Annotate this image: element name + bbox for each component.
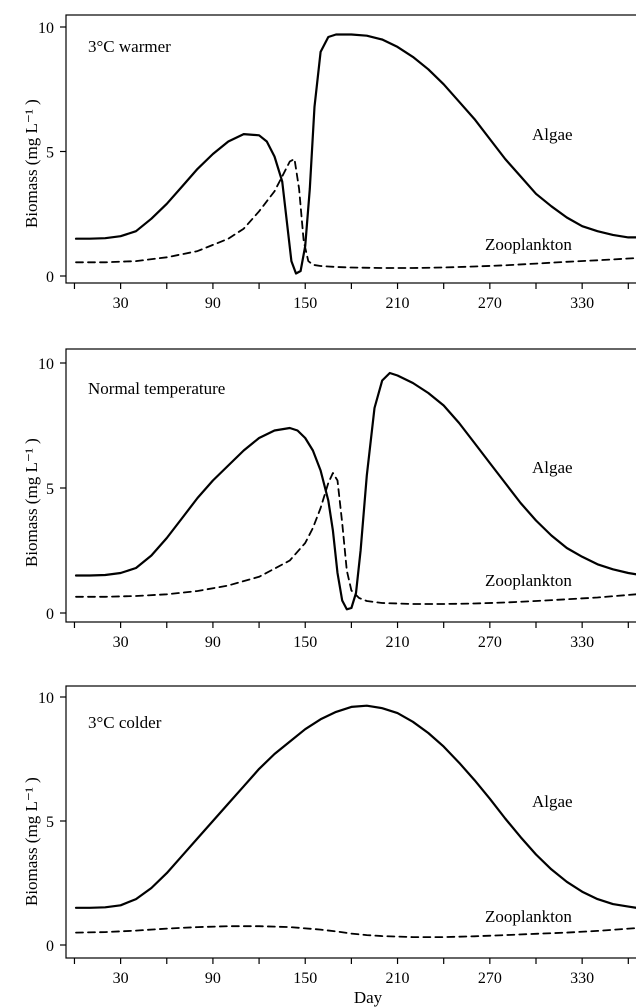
- y-tick-label: 5: [46, 814, 54, 831]
- panel-warmer: 3°C warmer Algae Zooplankton Biomass (mg…: [22, 14, 636, 312]
- x-tick-label: 150: [293, 634, 317, 651]
- x-axis-title: Day: [354, 988, 383, 1007]
- y-tick-label: 0: [46, 269, 54, 286]
- zooplankton-line: [75, 472, 636, 605]
- algae-series-label: Algae: [532, 792, 573, 811]
- x-tick-label: 90: [205, 970, 221, 987]
- zooplankton-series-label: Zooplankton: [485, 907, 572, 926]
- x-tick-label: 30: [113, 295, 129, 312]
- panel-colder: 3°C colder Algae Zooplankton Biomass (mg…: [22, 685, 636, 1007]
- x-tick-label: 90: [205, 634, 221, 651]
- plot-frame: [65, 685, 636, 959]
- x-tick-label: 210: [386, 295, 410, 312]
- algae-line: [74, 371, 636, 611]
- x-tick-label: 150: [293, 970, 317, 987]
- x-tick-label: 90: [205, 295, 221, 312]
- zooplankton-series-label: Zooplankton: [485, 235, 572, 254]
- x-tick-label: 30: [113, 970, 129, 987]
- x-tick-label: 270: [478, 970, 502, 987]
- algae-line: [74, 33, 636, 275]
- y-tick-label: 0: [46, 938, 54, 955]
- y-tick-label: 5: [46, 145, 54, 162]
- panel-annotation: Normal temperature: [88, 379, 225, 398]
- plot-frame: [65, 14, 636, 284]
- x-tick-label: 210: [386, 634, 410, 651]
- y-tick-label: 10: [38, 690, 54, 707]
- y-axis-title: Biomass (mg L⁻¹ ): [22, 99, 41, 228]
- x-tick-label: 210: [386, 970, 410, 987]
- panel-annotation: 3°C warmer: [88, 37, 171, 56]
- zooplankton-line: [75, 925, 636, 938]
- zooplankton-line: [75, 158, 636, 269]
- x-tick-label: 150: [293, 295, 317, 312]
- x-tick-label: 30: [113, 634, 129, 651]
- algae-line: [74, 704, 636, 909]
- algae-series-label: Algae: [532, 125, 573, 144]
- y-axis-title: Biomass (mg L⁻¹ ): [22, 777, 41, 906]
- panel-normal: Normal temperature Algae Zooplankton Bio…: [22, 348, 636, 651]
- plot-frame: [65, 348, 636, 623]
- zooplankton-series-label: Zooplankton: [485, 571, 572, 590]
- x-tick-label: 270: [478, 634, 502, 651]
- x-tick-label: 330: [570, 295, 594, 312]
- y-axis-title: Biomass (mg L⁻¹ ): [22, 438, 41, 567]
- y-tick-label: 0: [46, 606, 54, 623]
- y-tick-label: 5: [46, 481, 54, 498]
- y-tick-label: 10: [38, 20, 54, 37]
- panel-annotation: 3°C colder: [88, 713, 162, 732]
- x-tick-label: 330: [570, 634, 594, 651]
- y-tick-label: 10: [38, 356, 54, 373]
- x-tick-label: 330: [570, 970, 594, 987]
- algae-series-label: Algae: [532, 458, 573, 477]
- x-tick-label: 270: [478, 295, 502, 312]
